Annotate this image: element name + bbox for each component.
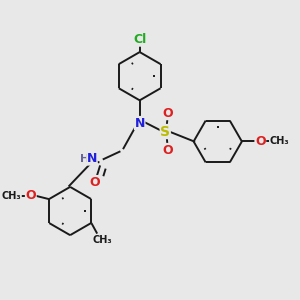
Text: Cl: Cl <box>133 33 146 46</box>
Text: S: S <box>160 124 170 139</box>
Text: O: O <box>26 189 36 202</box>
Text: O: O <box>162 106 173 120</box>
Text: O: O <box>255 135 266 148</box>
Text: CH₃: CH₃ <box>2 190 21 201</box>
Text: N: N <box>134 116 145 130</box>
Text: CH₃: CH₃ <box>269 136 289 146</box>
Text: O: O <box>89 176 100 189</box>
Text: CH₃: CH₃ <box>92 235 112 244</box>
Text: N: N <box>87 152 97 165</box>
Text: H: H <box>80 154 89 164</box>
Text: O: O <box>162 143 173 157</box>
